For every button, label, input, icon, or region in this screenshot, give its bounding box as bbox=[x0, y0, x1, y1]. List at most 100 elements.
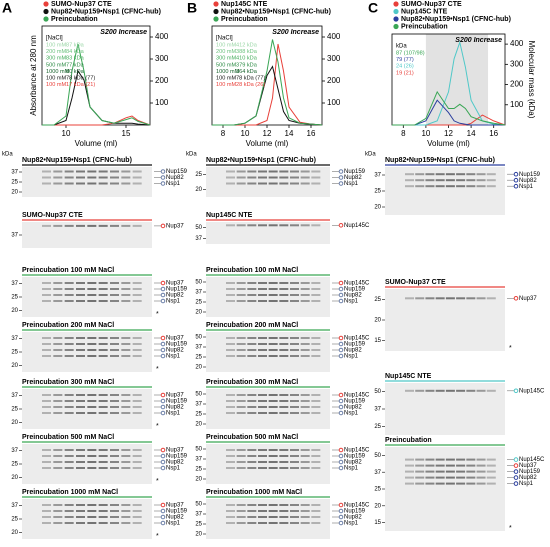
gel-band bbox=[258, 510, 267, 512]
gel-band bbox=[42, 504, 51, 506]
band-label: Nup37 bbox=[519, 463, 537, 469]
gel-band bbox=[132, 449, 142, 451]
gel-band bbox=[110, 182, 119, 185]
gel-band bbox=[279, 467, 289, 469]
gel-band bbox=[87, 176, 97, 179]
gel-band bbox=[279, 182, 289, 185]
gel-band bbox=[110, 449, 119, 451]
gel-band bbox=[279, 400, 289, 402]
gel-band bbox=[290, 355, 299, 357]
gel-title: Preincubation 500 mM NaCl bbox=[206, 434, 298, 441]
gel-unit: kDa bbox=[186, 152, 197, 158]
gel-band bbox=[76, 455, 85, 457]
marker-label: 25 bbox=[374, 487, 381, 493]
x-tick-label: 10 bbox=[241, 129, 250, 138]
gel-title: Preincubation 1000 mM NaCl bbox=[206, 489, 302, 496]
gel-band bbox=[258, 516, 267, 518]
gel-band bbox=[311, 522, 321, 524]
gel-band bbox=[64, 182, 74, 185]
gel-band bbox=[64, 170, 74, 173]
gel-band bbox=[268, 182, 278, 185]
band-label: Nup82 bbox=[166, 405, 184, 411]
gel-band bbox=[268, 294, 278, 296]
gel-band bbox=[279, 343, 289, 345]
gel-band bbox=[290, 510, 299, 512]
gel-band bbox=[98, 182, 108, 185]
marker-label: 20 bbox=[195, 365, 202, 371]
gel-band bbox=[42, 300, 51, 302]
gel-band bbox=[300, 224, 310, 227]
gel-band bbox=[98, 461, 108, 463]
gel-band bbox=[268, 394, 278, 396]
gel-band bbox=[247, 400, 257, 402]
band-dot bbox=[338, 223, 344, 228]
band-dot bbox=[160, 520, 166, 526]
gel-band bbox=[132, 288, 142, 290]
x-axis-label: Volume (ml) bbox=[75, 139, 118, 148]
band-label: Nup82 bbox=[166, 460, 184, 466]
gel-band bbox=[110, 400, 119, 402]
gel-band bbox=[87, 449, 97, 451]
inset-mass: 87 (107/98) bbox=[396, 50, 425, 56]
inset-salt: 100 mM bbox=[216, 42, 237, 48]
gel-band bbox=[64, 516, 74, 518]
inset-mass: 379 kDa bbox=[236, 62, 258, 68]
inset-mass: 79 (77) bbox=[396, 57, 414, 63]
gel-band bbox=[247, 337, 257, 339]
band-dot bbox=[513, 475, 519, 480]
gel-band bbox=[258, 455, 267, 457]
gel-band bbox=[110, 343, 119, 345]
gel-band bbox=[405, 173, 414, 176]
gel-band bbox=[435, 185, 445, 188]
band-label: Nup159 bbox=[166, 287, 188, 293]
y2-tick-label: 300 bbox=[155, 54, 169, 63]
inset-salt: 1000 mM bbox=[216, 69, 240, 75]
gel-band bbox=[247, 455, 257, 457]
gel-band bbox=[486, 470, 496, 473]
band-dot bbox=[513, 388, 519, 394]
band-dot bbox=[160, 292, 166, 298]
band-label: Nsp1 bbox=[344, 411, 359, 417]
band-dot bbox=[160, 508, 166, 514]
band-label: Nup159 bbox=[344, 169, 366, 175]
marker-label: 25 bbox=[11, 407, 18, 413]
band-label: Nup159 bbox=[519, 469, 541, 475]
gel-band bbox=[445, 470, 455, 473]
gel-band bbox=[405, 458, 414, 461]
band-dot bbox=[338, 392, 344, 398]
gel-band bbox=[121, 182, 131, 185]
gel-band bbox=[279, 406, 289, 408]
marker-label: 50 bbox=[195, 225, 202, 231]
gel-band bbox=[110, 406, 119, 408]
gel-band bbox=[64, 455, 74, 457]
gel-band bbox=[236, 449, 246, 451]
inset-mass: 87 kDa bbox=[66, 42, 85, 48]
gel-band bbox=[121, 300, 131, 302]
gel-band bbox=[311, 294, 321, 296]
gel-band bbox=[290, 337, 299, 339]
marker-label: 37 bbox=[374, 407, 381, 413]
gel-band bbox=[300, 412, 310, 414]
gel-band bbox=[132, 467, 142, 469]
band-label: Nup82 bbox=[166, 515, 184, 521]
band-dot bbox=[160, 223, 166, 229]
gel-band bbox=[236, 170, 246, 173]
gel-band bbox=[311, 337, 321, 339]
band-label: Nup145C bbox=[519, 388, 545, 394]
band-label: Nup82 bbox=[166, 348, 184, 354]
gel-band bbox=[486, 297, 496, 300]
band-dot bbox=[338, 459, 344, 465]
gel-band bbox=[247, 355, 257, 357]
gel-band bbox=[53, 516, 63, 518]
gel-band bbox=[42, 282, 51, 284]
gel-band bbox=[311, 176, 321, 179]
gel-band bbox=[64, 294, 74, 296]
gel-band bbox=[64, 504, 74, 506]
marker-label: 20 bbox=[195, 310, 202, 316]
inset-mass: 388 kDa bbox=[236, 49, 258, 55]
trace bbox=[392, 90, 506, 126]
gel-band bbox=[300, 349, 310, 351]
gel-band bbox=[415, 482, 425, 485]
x-tick-label: 16 bbox=[489, 129, 498, 138]
marker-label: 25 bbox=[195, 522, 202, 528]
